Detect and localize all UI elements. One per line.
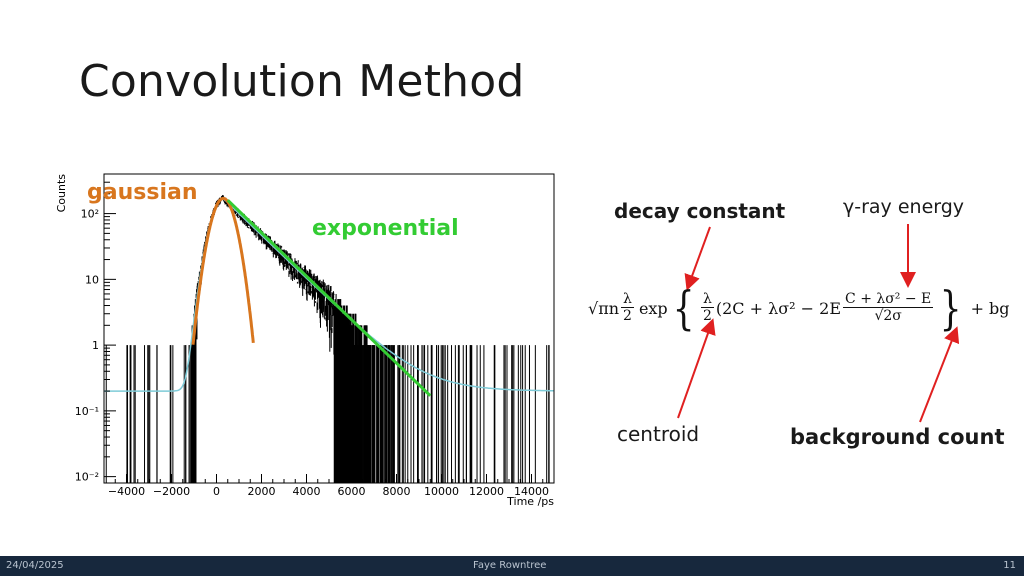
formula-prefix: √πn xyxy=(588,298,620,318)
x-tick-label: 14000 xyxy=(514,485,549,498)
slide-title: Convolution Method xyxy=(79,56,525,107)
formula-suffix: + bg xyxy=(970,298,1010,318)
formula-exp: exp xyxy=(638,298,668,318)
decay-constant-label: decay constant xyxy=(614,199,786,223)
formula-frac-erf-arg: C + λσ² − E √2σ xyxy=(843,291,934,325)
x-tick-label: −4000 xyxy=(108,485,145,498)
formula-frac-lambda-half-2: λ 2 xyxy=(700,291,714,325)
x-tick-label: 12000 xyxy=(469,485,504,498)
x-tick-label: 10000 xyxy=(424,485,459,498)
formula-mid: (2C + λσ² − 2E xyxy=(715,298,842,318)
y-tick-label: 10⁻¹ xyxy=(75,405,99,418)
centroid-label: centroid xyxy=(617,422,700,446)
background-count-label: background count xyxy=(790,425,1005,449)
x-tick-label: 2000 xyxy=(248,485,276,498)
footer-date: 24/04/2025 xyxy=(6,560,64,571)
formula-frac3-den: √2σ xyxy=(874,308,902,324)
fit-formula: √πn λ 2 exp { λ 2 (2C + λσ² − 2E C + λσ²… xyxy=(588,278,1010,338)
formula-frac2-den: 2 xyxy=(702,308,712,324)
y-tick-label: 1 xyxy=(92,339,99,352)
exponential-component-line xyxy=(226,199,432,397)
x-tick-label: 4000 xyxy=(293,485,321,498)
exponential-label: exponential xyxy=(312,216,459,241)
arrow-centroid xyxy=(677,318,716,419)
footer-bar: 24/04/2025 Faye Rowntree 11 xyxy=(0,556,1024,576)
gaussian-component-curve xyxy=(191,196,255,345)
x-axis-label: Time /ps xyxy=(506,495,554,508)
formula-frac3-num: C + λσ² − E xyxy=(843,291,934,308)
y-tick-label: 10⁻² xyxy=(75,471,99,484)
formula-frac1-den: 2 xyxy=(623,308,632,324)
y-tick-label: 10² xyxy=(81,208,99,221)
formula-frac-lambda-half: λ 2 xyxy=(621,291,634,325)
footer-author: Faye Rowntree xyxy=(473,560,547,571)
x-tick-label: 8000 xyxy=(383,485,411,498)
arrow-decay-constant xyxy=(684,226,711,291)
formula-left-brace: { xyxy=(672,281,695,335)
x-tick-label: 0 xyxy=(213,485,220,498)
footer-page-number: 11 xyxy=(1003,560,1016,571)
arrow-background-count xyxy=(919,326,960,423)
x-tick-label: −2000 xyxy=(153,485,190,498)
gaussian-label: gaussian xyxy=(87,180,198,205)
formula-right-brace: } xyxy=(939,281,962,335)
y-tick-label: 10 xyxy=(85,273,99,286)
formula-frac2-num: λ xyxy=(700,291,714,308)
formula-frac1-num: λ xyxy=(621,291,634,308)
x-tick-label: 6000 xyxy=(338,485,366,498)
gamma-ray-energy-label: γ-ray energy xyxy=(843,196,965,218)
y-axis-label: Counts xyxy=(55,174,68,213)
